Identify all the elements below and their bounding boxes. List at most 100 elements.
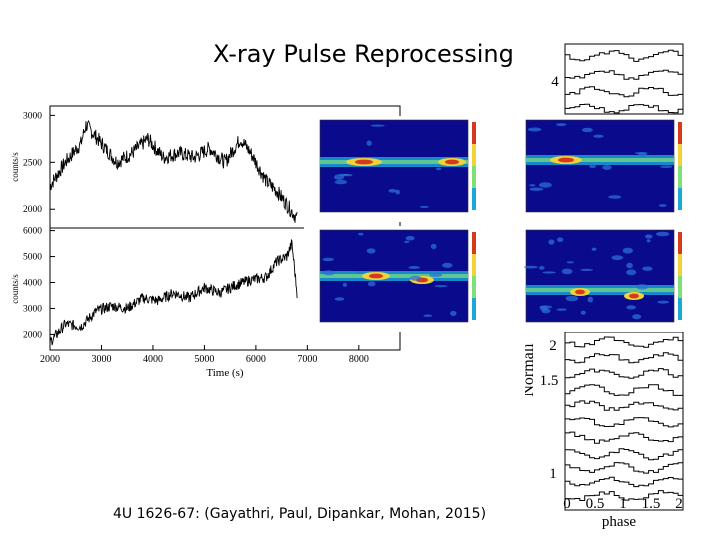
colorbar-segment [472,254,476,276]
y-tick-label: 5000 [23,253,42,263]
noise-speckle [358,232,364,236]
noise-speckle [356,271,363,274]
noise-speckle [529,187,544,191]
y-axis-label-top: counts/s [10,152,20,182]
colorbar-segment [472,188,476,210]
noise-speckle [556,308,567,311]
noise-speckle [626,269,637,276]
noise-speckle [342,173,353,177]
noise-speckle [334,179,348,185]
colorbar-segment [678,276,682,298]
noise-speckle [593,134,604,138]
noise-speckle [408,266,421,269]
noise-speckle [626,262,633,269]
noise-speckle [429,273,443,277]
heatmap-bottom-left [304,226,488,332]
noise-speckle [404,240,410,243]
x-tick-label: 7000 [297,354,317,365]
pulse-profile-trace [564,69,683,80]
noise-speckle [622,247,633,254]
x-tick-label: 8000 [349,354,369,365]
colorbar-segment [472,298,476,320]
noise-speckle [656,231,670,237]
noise-speckle [636,284,649,290]
noise-speckle [645,234,653,239]
noise-speckle [334,174,345,180]
power-peak-core [558,157,574,163]
pulse-profile-trace [564,103,683,114]
noise-speckle [419,205,429,208]
noise-speckle [523,265,538,269]
x-tick-label: 1.5 [642,496,661,512]
noise-speckle [626,305,636,310]
y-tick-label: 2500 [23,158,42,168]
x-tick-label: 5000 [194,354,214,365]
y-tick-label: 3000 [23,304,42,314]
noise-speckle [366,140,372,146]
noise-speckle [430,243,437,249]
noise-speckle [581,127,593,133]
noise-speckle [557,237,564,242]
pulse-profile-trace [564,400,683,411]
pulse-profile-trace [564,368,683,379]
x-tick-label: 0.5 [586,496,605,512]
colorbar-segment [472,276,476,298]
noise-speckle [660,165,673,168]
x-tick-label: 1 [619,496,627,512]
noise-speckle [638,152,647,157]
colorbar-segment [678,166,682,188]
noise-speckle [565,295,579,302]
heatmap-top-left [304,116,488,222]
noise-speckle [527,127,542,132]
heatmap-top-right [510,116,702,222]
noise-speckle [658,204,667,207]
pulse-profile-trace [564,352,683,364]
colorbar-segment [472,144,476,166]
power-peak-core [369,273,383,279]
slide-title: X-ray Pulse Reprocessing [213,40,514,68]
x-tick-label: 2000 [40,354,60,365]
pulse-profile-trace [564,86,683,98]
noise-speckle [450,310,457,316]
x-axis-label: Time (s) [206,367,244,379]
noise-speckle [442,262,453,268]
x-tick-label: 4000 [143,354,163,365]
frequency-band-core [320,274,468,278]
y-axis-label: Normali [525,343,537,397]
noise-speckle [539,266,545,270]
noise-speckle [528,184,536,187]
colorbar-segment [678,122,682,144]
noise-speckle [538,182,552,188]
pulse-profile-trace [564,384,683,396]
noise-speckle [388,188,397,193]
pulse-profiles [564,49,683,501]
noise-speckle [322,270,335,276]
y-tick-label: 2000 [23,205,42,215]
noise-speckle [366,248,376,254]
noise-speckle [646,239,651,243]
colorbar-segment [678,144,682,166]
noise-speckle [587,296,594,303]
x-axis-label: phase [602,514,636,530]
frequency-band-core [320,160,468,164]
power-peak-core [355,159,373,165]
y-tick-label: 1 [549,466,557,482]
noise-speckle [642,266,653,271]
frequency-band-core [526,158,674,162]
pulse-profile-trace [564,476,683,488]
noise-speckle [632,314,642,320]
heatmap-bottom-right [510,226,702,332]
light-curve-line [49,119,298,223]
noise-speckle [548,239,555,245]
colorbar-segment [472,232,476,254]
light-curve-line [49,238,298,346]
noise-speckle [591,247,597,251]
noise-speckle [342,282,348,287]
colorbar-segment [678,254,682,276]
noise-speckle [542,271,556,274]
pulse-profile-trace [564,49,683,62]
noise-speckle [405,235,415,241]
slide-caption: 4U 1626-67: (Gayathri, Paul, Dipankar, M… [113,506,487,522]
noise-speckle [580,268,594,271]
noise-speckle [608,195,622,199]
